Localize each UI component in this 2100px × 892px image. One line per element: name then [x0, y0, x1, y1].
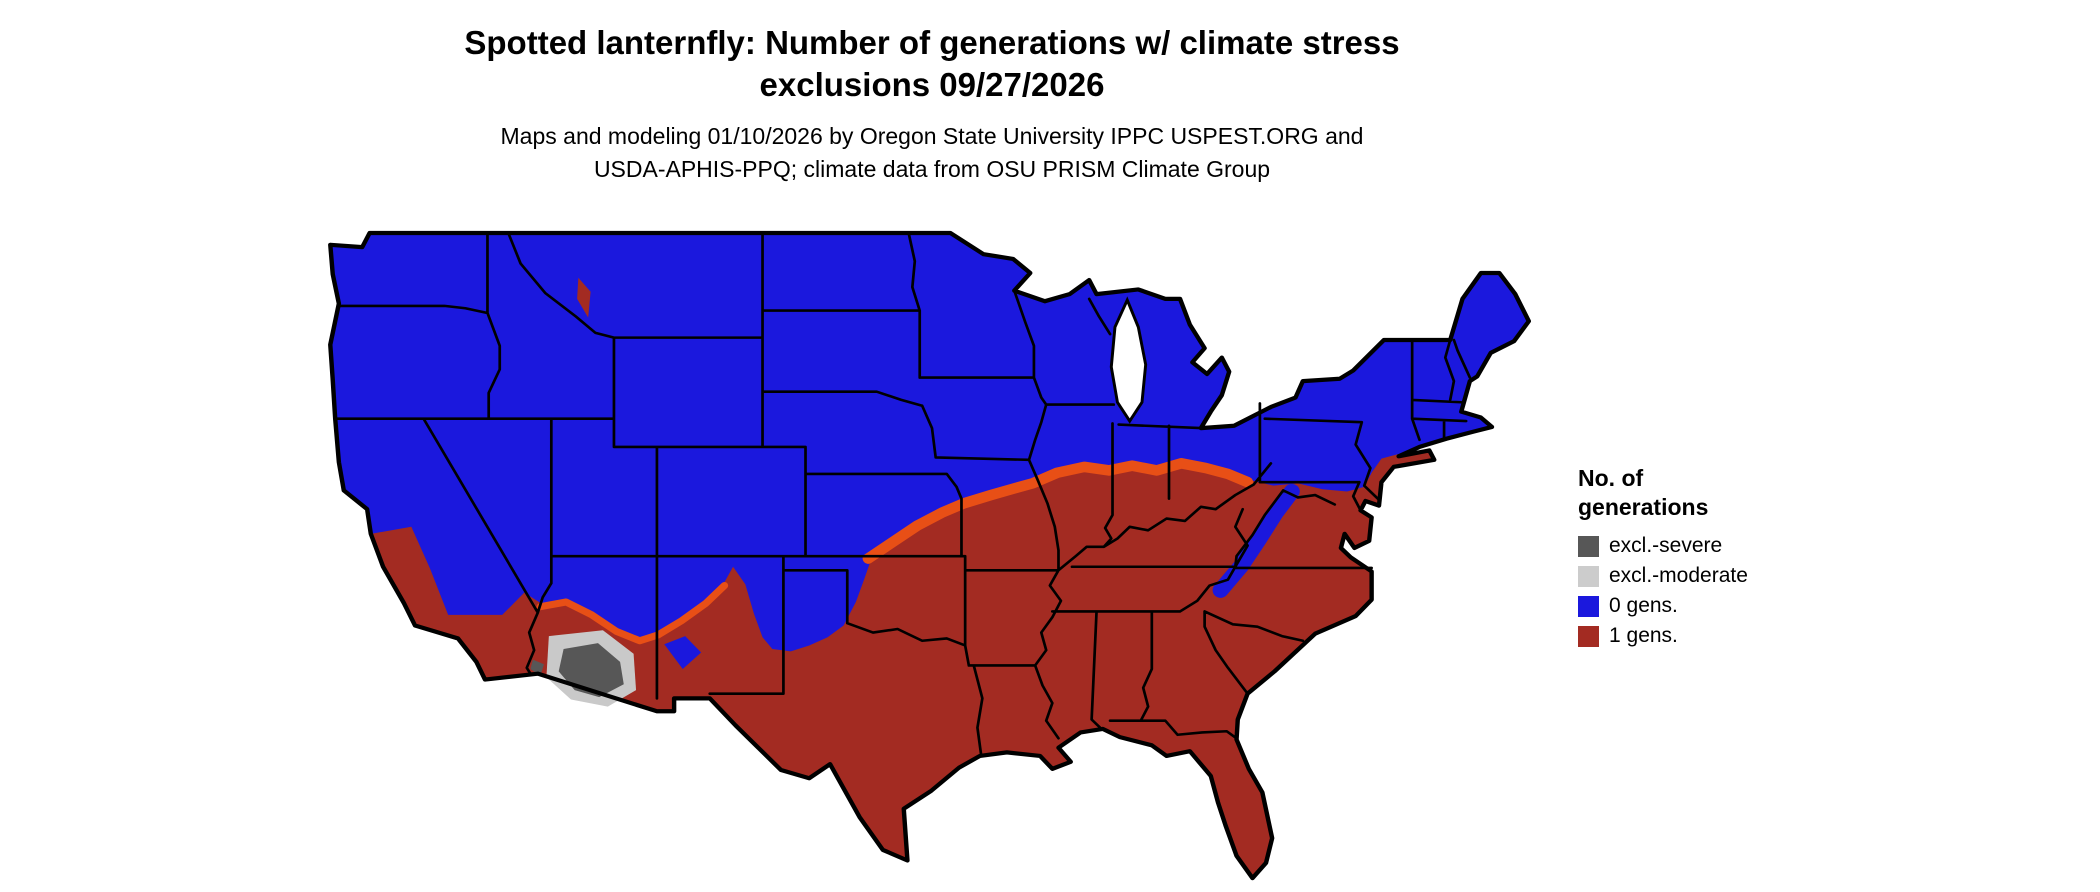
legend-label-zero-gens: 0 gens.	[1609, 594, 1678, 617]
us-map	[328, 230, 1532, 881]
legend-title-line2: generations	[1578, 494, 1709, 520]
legend-label-excl-moderate: excl.-moderate	[1609, 564, 1748, 587]
map-excl-severe-region	[530, 643, 624, 698]
legend-item-excl-moderate: excl.-moderate	[1578, 564, 1748, 588]
map-subtitle-line2: USDA-APHIS-PPQ; climate data from OSU PR…	[593, 156, 1271, 182]
state-borders	[333, 231, 1472, 757]
legend-swatch-excl-severe	[1578, 535, 1599, 557]
map-title-line2: exclusions 09/27/2026	[759, 66, 1105, 103]
map-title-line1: Spotted lanternfly: Number of generation…	[464, 24, 1400, 61]
legend-title-line1: No. of	[1578, 465, 1644, 491]
map-subtitle: Maps and modeling 01/10/2026 by Oregon S…	[0, 120, 1864, 186]
legend-item-excl-severe: excl.-severe	[1578, 534, 1748, 558]
map-transition-band-southwest	[536, 582, 729, 645]
legend-swatch-excl-moderate	[1578, 565, 1599, 587]
legend-swatch-one-gen	[1578, 625, 1599, 647]
legend-item-one-gen: 1 gens.	[1578, 624, 1748, 648]
legend: No. of generations excl.-severe excl.-mo…	[1578, 464, 1748, 654]
legend-title: No. of generations	[1578, 464, 1748, 522]
lake-michigan	[1109, 296, 1148, 424]
map-montana-valley-patch	[577, 277, 591, 318]
map-title: Spotted lanternfly: Number of generation…	[0, 22, 1864, 106]
legend-label-excl-severe: excl.-severe	[1609, 534, 1723, 557]
map-subtitle-line1: Maps and modeling 01/10/2026 by Oregon S…	[500, 123, 1364, 149]
legend-swatch-zero-gens	[1578, 595, 1599, 617]
us-map-container	[318, 226, 1546, 884]
us-outline	[328, 230, 1532, 881]
map-appalachian-highlands	[1212, 483, 1300, 598]
map-region-one-gen	[370, 450, 1435, 879]
legend-item-zero-gens: 0 gens.	[1578, 594, 1748, 618]
map-transition-band-midwest	[862, 458, 1254, 564]
legend-label-one-gen: 1 gens.	[1609, 624, 1678, 647]
